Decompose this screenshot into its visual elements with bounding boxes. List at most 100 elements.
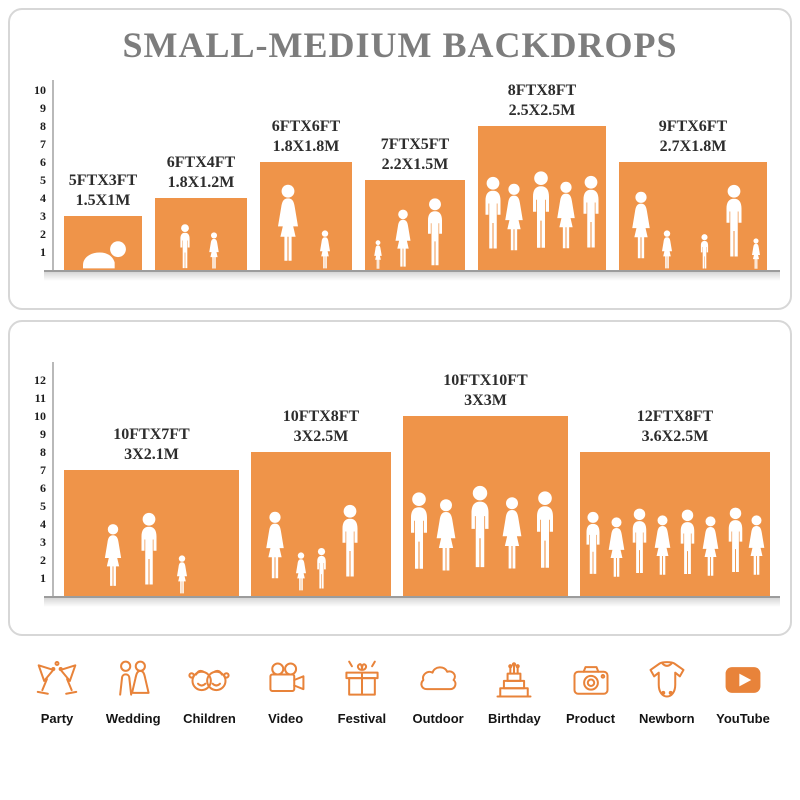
baseline xyxy=(44,270,780,281)
ruler-tick: 8 xyxy=(40,445,46,459)
people-silhouette xyxy=(374,198,442,269)
backdrop-bar-12x8: 12FTX8FT 3.6X2.5M xyxy=(580,408,770,596)
small-backdrops-panel: SMALL-MEDIUM BACKDROPS 10 9 8 7 6 5 4 3 … xyxy=(8,8,792,310)
ruler-tick: 4 xyxy=(40,517,46,531)
ruler-tick: 12 xyxy=(34,373,46,387)
category-product: Product xyxy=(556,658,626,726)
size-ft: 8FTX8FT xyxy=(507,82,577,99)
backdrop-bar-8x8: 8FTX8FT 2.5X2.5M xyxy=(478,82,606,270)
ruler-tick: 1 xyxy=(40,245,46,259)
size-ft: 10FTX8FT xyxy=(282,408,360,425)
baby-onesie-icon xyxy=(645,658,689,702)
category-video: Video xyxy=(251,658,321,726)
size-m: 2.5X2.5M xyxy=(508,102,576,119)
backdrop-bar-6x6: 6FTX6FT 1.8X1.8M xyxy=(260,118,352,270)
size-m: 1.8X1.2M xyxy=(167,174,235,191)
category-newborn: Newborn xyxy=(632,658,702,726)
ruler-tick: 2 xyxy=(40,553,46,567)
size-m: 2.2X1.5M xyxy=(381,156,449,173)
small-sizes-chart: 10 9 8 7 6 5 4 3 2 1 5FTX3FT 1.5X1M xyxy=(34,80,780,281)
ruler-axis xyxy=(52,362,54,596)
bar-label: 5FTX3FT 1.5X1M xyxy=(69,171,137,211)
ruler-axis xyxy=(52,80,54,270)
bar-label: 12FTX8FT 3.6X2.5M xyxy=(637,407,713,447)
wedding-icon xyxy=(111,658,155,702)
children-icon xyxy=(187,658,231,702)
ruler-tick: 6 xyxy=(40,481,46,495)
category-label: Children xyxy=(183,711,236,726)
category-outdoor: Outdoor xyxy=(403,658,473,726)
category-label: Birthday xyxy=(487,711,541,726)
ruler-tick: 6 xyxy=(40,155,46,169)
category-label: Wedding xyxy=(105,711,161,726)
category-row: Party Wedding Children Video Festival Ou… xyxy=(0,658,800,726)
category-festival: Festival xyxy=(327,658,397,726)
ruler-tick: 3 xyxy=(40,535,46,549)
backdrop-bar-10x8: 10FTX8FT 3X2.5M xyxy=(251,408,391,596)
baseline xyxy=(44,596,780,607)
bars-row: 5FTX3FT 1.5X1M 6FTX4FT 1.8X1.2M xyxy=(64,82,767,270)
size-ft: 9FTX6FT xyxy=(658,118,728,135)
size-ft: 10FTX10FT xyxy=(443,372,528,389)
bar-label: 10FTX10FT 3X3M xyxy=(443,371,527,411)
large-sizes-chart: 12 11 10 9 8 7 6 5 4 3 2 1 10FTX7FT 3X2.… xyxy=(34,362,780,607)
people-silhouette xyxy=(266,504,358,591)
size-ft: 7FTX5FT xyxy=(380,136,450,153)
backdrop-bar-10x7: 10FTX7FT 3X2.1M xyxy=(64,426,239,596)
people-silhouette xyxy=(278,184,330,269)
category-party: Party xyxy=(22,658,92,726)
bars-row: 10FTX7FT 3X2.1M 10FTX8FT 3X2.5M xyxy=(64,372,770,596)
category-children: Children xyxy=(174,658,244,726)
ruler-tick: 5 xyxy=(40,499,46,513)
cloud-icon xyxy=(416,658,460,702)
category-label: Video xyxy=(268,711,304,726)
bar-label: 7FTX5FT 2.2X1.5M xyxy=(381,135,449,175)
party-icon xyxy=(35,658,79,702)
people-silhouette xyxy=(632,184,760,269)
size-ft: 10FTX7FT xyxy=(113,426,190,443)
ruler-tick: 5 xyxy=(40,173,46,187)
ruler-tick: 7 xyxy=(40,137,46,151)
backdrop-bar-10x10: 10FTX10FT 3X3M xyxy=(403,372,568,596)
category-label: YouTube xyxy=(716,711,770,726)
size-m: 3X2.1M xyxy=(124,446,179,463)
page-title: SMALL-MEDIUM BACKDROPS xyxy=(122,25,678,65)
size-m: 3X2.5M xyxy=(293,428,349,445)
people-silhouette xyxy=(83,241,126,269)
size-m: 1.5X1M xyxy=(75,192,131,209)
bar-label: 8FTX8FT 2.5X2.5M xyxy=(508,81,576,121)
category-label: Festival xyxy=(337,711,387,726)
size-ft: 6FTX4FT xyxy=(166,154,236,171)
youtube-play-icon xyxy=(721,658,765,702)
bar-label: 10FTX8FT 3X2.5M xyxy=(283,407,359,447)
size-m: 3.6X2.5M xyxy=(641,428,709,445)
people-silhouette xyxy=(411,485,553,571)
birthday-cake-icon xyxy=(492,658,536,702)
bar-label: 6FTX4FT 1.8X1.2M xyxy=(167,153,235,193)
size-m: 3X3M xyxy=(464,392,507,409)
size-ft: 5FTX3FT xyxy=(68,172,138,189)
backdrop-bar-6x4: 6FTX4FT 1.8X1.2M xyxy=(155,154,247,270)
ruler-tick: 1 xyxy=(40,571,46,585)
ruler-tick: 4 xyxy=(40,191,46,205)
size-m: 2.7X1.8M xyxy=(659,138,727,155)
ruler-tick: 9 xyxy=(40,101,46,115)
large-backdrops-panel: 12 11 10 9 8 7 6 5 4 3 2 1 10FTX7FT 3X2.… xyxy=(8,320,792,636)
backdrop-bar-7x5: 7FTX5FT 2.2X1.5M xyxy=(365,136,465,270)
people-silhouette xyxy=(180,224,219,269)
video-camera-icon xyxy=(264,658,308,702)
ruler-tick: 9 xyxy=(40,427,46,441)
ruler-tick: 7 xyxy=(40,463,46,477)
size-m: 1.8X1.8M xyxy=(272,138,340,155)
bar-label: 6FTX6FT 1.8X1.8M xyxy=(272,117,340,157)
backdrop-bar-9x6: 9FTX6FT 2.7X1.8M xyxy=(619,118,767,270)
people-silhouette xyxy=(485,171,599,251)
ruler-tick: 3 xyxy=(40,209,46,223)
bar-label: 10FTX7FT 3X2.1M xyxy=(113,425,189,465)
people-silhouette xyxy=(586,507,765,577)
category-label: Outdoor xyxy=(412,711,464,726)
category-birthday: Birthday xyxy=(479,658,549,726)
size-ft: 12FTX8FT xyxy=(636,408,714,425)
category-youtube: YouTube xyxy=(708,658,778,726)
